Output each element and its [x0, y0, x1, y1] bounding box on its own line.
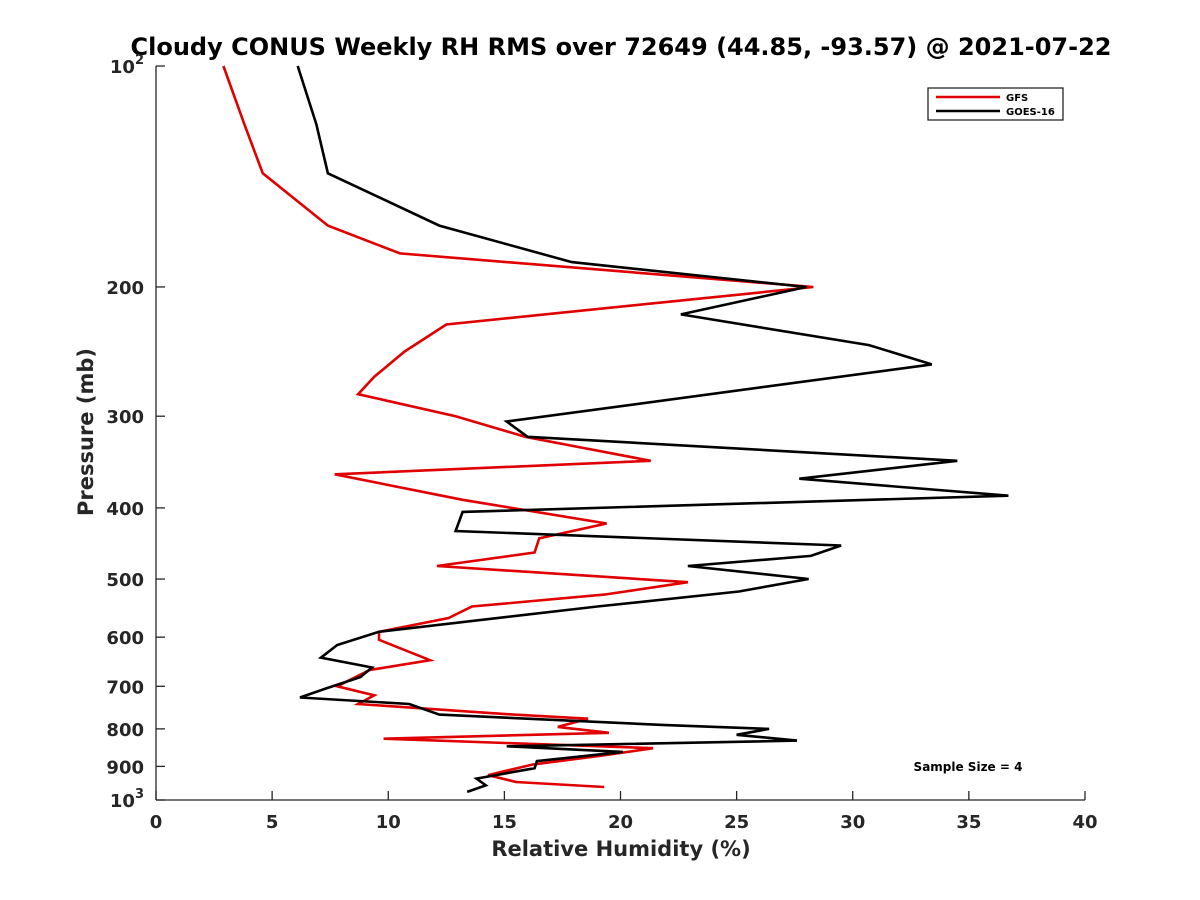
chart-title: Cloudy CONUS Weekly RH RMS over 72649 (4… — [131, 33, 1112, 61]
y-axis-label: Pressure (mb) — [74, 348, 98, 516]
y-tick-label: 500 — [106, 570, 144, 591]
series-line-goes-16 — [296, 65, 1009, 794]
y-tick-label: 400 — [106, 499, 144, 520]
x-tick-label: 20 — [608, 812, 633, 833]
y-tick-label: 103 — [110, 787, 144, 812]
y-tick-label: 200 — [106, 278, 144, 299]
series-line-gfs — [222, 65, 814, 789]
x-tick-label: 30 — [840, 812, 865, 833]
x-tick-label: 40 — [1072, 812, 1097, 833]
x-axis-label: Relative Humidity (%) — [491, 837, 750, 861]
legend-label: GFS — [1006, 93, 1028, 104]
legend-label: GOES-16 — [1006, 107, 1055, 118]
y-tick-label: 102 — [110, 53, 144, 78]
x-tick-label: 35 — [956, 812, 981, 833]
plot-area — [222, 65, 1009, 794]
legend: GFS GOES-16 — [927, 87, 1064, 121]
x-tick-label: 25 — [724, 812, 749, 833]
sample-size-annotation: Sample Size = 4 — [914, 760, 1023, 774]
x-tick-label: 5 — [266, 812, 279, 833]
axes: 0 5 10 15 20 25 30 35 40 102 200 300 400 500 600 700 800… — [106, 53, 1097, 833]
y-tick-label: 900 — [106, 757, 144, 778]
x-tick-label: 15 — [492, 812, 517, 833]
y-tick-label: 800 — [106, 720, 144, 741]
y-tick-label: 300 — [106, 407, 144, 428]
x-tick-label: 10 — [376, 812, 401, 833]
y-tick-label: 600 — [106, 628, 144, 649]
y-tick-label: 700 — [106, 677, 144, 698]
x-tick-label: 0 — [150, 812, 163, 833]
legend-box — [927, 87, 1064, 121]
